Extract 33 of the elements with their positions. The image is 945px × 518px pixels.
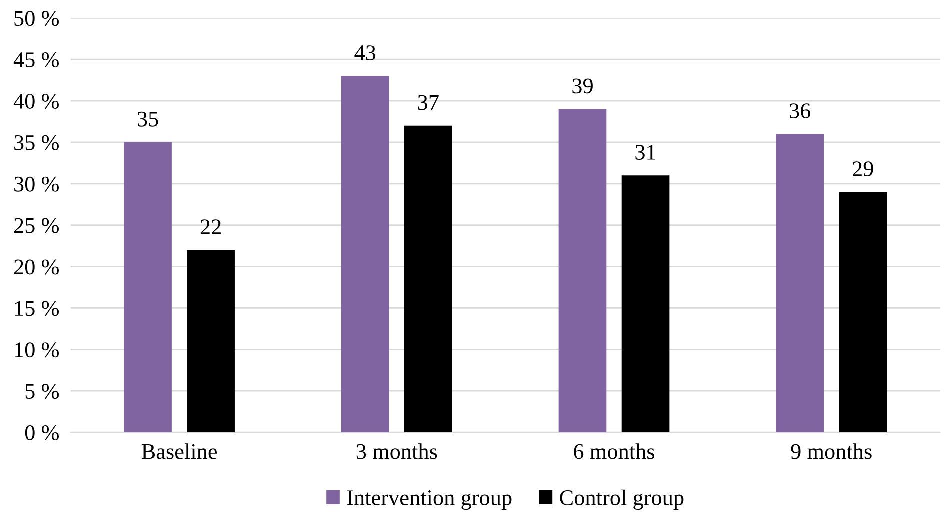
y-tick-label: 5 %	[26, 384, 60, 400]
y-tick-label: 25 %	[14, 218, 60, 234]
data-label: 31	[636, 145, 656, 160]
y-tick-label: 20 %	[14, 260, 60, 275]
y-tick-label: 50 %	[14, 11, 60, 26]
data-label: 35	[138, 112, 158, 127]
x-tick-label: 6 months	[574, 444, 654, 460]
y-tick-label: 45 %	[14, 52, 60, 68]
x-tick-label: Baseline	[142, 444, 218, 460]
y-tick-label: 10 %	[15, 342, 60, 358]
data-label: 43	[354, 46, 376, 61]
bar	[404, 126, 452, 433]
data-label: 29	[852, 162, 874, 177]
bar	[776, 134, 824, 433]
y-tick-label: 35 %	[14, 135, 60, 150]
data-label: 39	[572, 78, 593, 94]
bar	[187, 250, 235, 433]
legend-label: Intervention group	[347, 490, 512, 510]
data-label: 22	[200, 220, 221, 234]
x-tick-label: 9 months	[791, 444, 872, 460]
bar	[558, 109, 607, 433]
bar	[839, 192, 888, 433]
bar	[622, 176, 670, 433]
y-tick-label: 0 %	[25, 425, 60, 441]
y-tick-label: 15 %	[15, 301, 60, 316]
y-tick-label: 30 %	[14, 176, 60, 192]
data-label: 37	[418, 95, 439, 110]
legend-label: Control group	[560, 490, 684, 510]
bar	[124, 142, 172, 433]
x-tick-label: 3 months	[356, 444, 438, 460]
bar	[341, 76, 390, 433]
data-label: 36	[790, 104, 811, 119]
y-tick-label: 40 %	[14, 94, 60, 110]
